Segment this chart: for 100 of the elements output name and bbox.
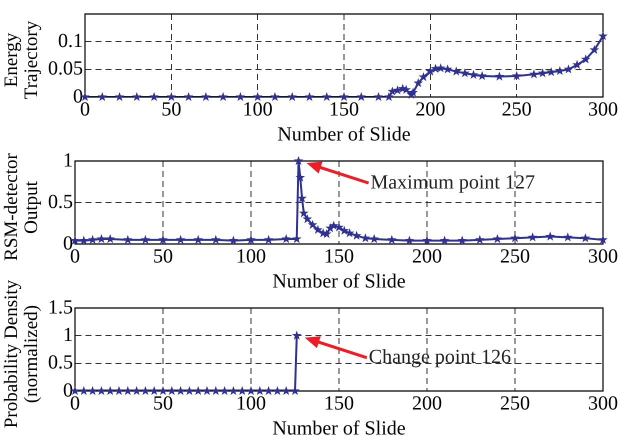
point — [384, 92, 394, 102]
point — [322, 92, 332, 102]
point — [304, 92, 314, 102]
x-tick-label: 100 — [236, 245, 266, 268]
x-tick-label: 200 — [412, 245, 442, 268]
point — [442, 64, 452, 74]
point — [555, 66, 565, 76]
x-tick-label: 150 — [324, 245, 354, 268]
annotation: Maximum point 127 — [370, 171, 535, 194]
point — [468, 70, 478, 79]
point — [287, 92, 297, 102]
point — [546, 67, 556, 76]
x-tick-label: 50 — [153, 392, 173, 414]
x-tick-label: 50 — [153, 245, 173, 268]
point — [296, 172, 306, 182]
point — [114, 92, 124, 102]
point — [369, 234, 379, 244]
point — [460, 68, 470, 78]
point — [590, 44, 600, 54]
y-tick-label: 1 — [63, 149, 73, 172]
y-tick-label: 1.5 — [48, 296, 73, 318]
x-axis-title: Number of Slide — [272, 417, 406, 440]
point — [88, 234, 98, 244]
point — [529, 69, 539, 78]
point — [270, 92, 280, 102]
point — [545, 232, 555, 241]
y-tick-label: 1 — [63, 324, 73, 346]
y-tick-label: 0.1 — [58, 30, 83, 52]
y-tick-label: 0.05 — [48, 58, 83, 80]
point — [140, 234, 150, 244]
point — [404, 236, 414, 245]
point — [418, 72, 428, 82]
point — [477, 70, 487, 80]
point — [440, 236, 450, 245]
point — [494, 72, 504, 81]
x-axis-title: Number of Slide — [277, 123, 411, 146]
point — [580, 233, 590, 242]
point — [598, 31, 608, 40]
x-tick-label: 150 — [329, 98, 359, 120]
point — [281, 234, 291, 244]
x-tick-label: 150 — [324, 392, 354, 414]
y-axis-title: Probability Density (normalized) — [1, 280, 42, 428]
y-axis-title: RSM-detector Output — [1, 153, 42, 261]
point — [228, 236, 238, 245]
y-tick-label: 0.5 — [48, 190, 73, 213]
point — [492, 234, 502, 244]
point — [475, 234, 485, 244]
point — [563, 232, 573, 242]
point — [252, 92, 262, 102]
point — [132, 92, 142, 102]
point — [580, 54, 590, 64]
point — [436, 63, 446, 72]
x-tick-label: 50 — [161, 98, 182, 120]
point — [264, 234, 274, 244]
x-tick-label: 300 — [588, 392, 618, 414]
point — [308, 220, 318, 229]
x-axis-title: Number of Slide — [272, 270, 406, 292]
point — [193, 234, 203, 244]
point — [176, 234, 186, 244]
point — [457, 236, 467, 245]
point — [166, 92, 176, 102]
point — [236, 92, 246, 102]
point — [294, 156, 304, 166]
point — [564, 64, 574, 74]
point — [340, 226, 350, 235]
annotation: Change point 126 — [368, 346, 511, 368]
x-tick-label: 250 — [500, 392, 530, 414]
point — [96, 234, 106, 244]
point — [598, 234, 608, 244]
x-tick-label: 200 — [412, 392, 442, 414]
point — [339, 92, 349, 102]
point — [538, 68, 548, 78]
point — [297, 193, 307, 202]
point — [218, 92, 228, 102]
point — [184, 92, 194, 102]
point — [246, 234, 256, 244]
point — [201, 92, 211, 102]
x-tick-label: 100 — [242, 98, 273, 120]
point — [299, 208, 309, 218]
point — [79, 236, 89, 245]
x-tick-label: 100 — [236, 392, 266, 414]
x-tick-label: 300 — [588, 245, 618, 268]
point — [572, 60, 582, 69]
point — [211, 234, 221, 244]
point — [422, 236, 432, 245]
point — [105, 234, 115, 244]
x-tick-label: 250 — [500, 245, 530, 268]
x-tick-label: 300 — [588, 98, 618, 120]
x-tick-label: 250 — [502, 98, 532, 120]
point — [328, 220, 338, 230]
point — [149, 92, 159, 102]
point — [158, 234, 168, 244]
point — [528, 232, 538, 242]
point — [374, 92, 384, 102]
point — [510, 233, 520, 242]
point — [123, 234, 133, 244]
y-tick-label: 0.5 — [48, 352, 73, 374]
point — [313, 224, 323, 234]
point — [302, 214, 312, 224]
point — [98, 92, 108, 102]
